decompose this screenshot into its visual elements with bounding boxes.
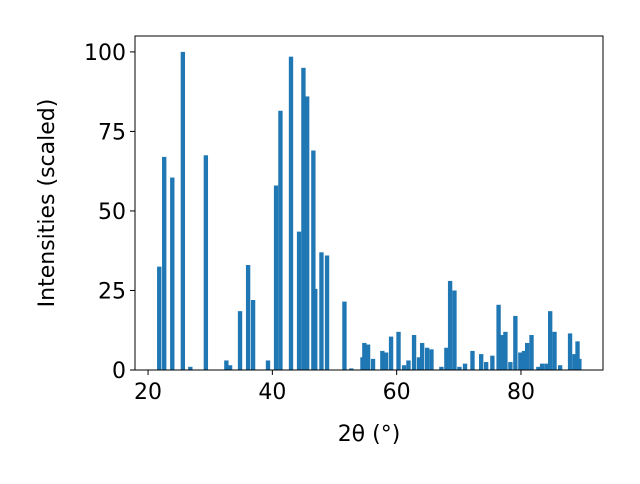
bar: [439, 366, 444, 370]
x-axis-label: 2θ (°): [338, 422, 401, 447]
bar: [496, 304, 501, 370]
bar: [288, 56, 294, 371]
y-tick-label: 100: [84, 41, 126, 66]
bar: [273, 185, 279, 370]
bar: [539, 363, 545, 370]
bar: [245, 265, 251, 370]
bar: [503, 331, 508, 370]
bar: [419, 342, 425, 370]
bar: [388, 336, 394, 370]
bar: [301, 67, 306, 371]
bar: [567, 333, 573, 370]
bar: [575, 341, 580, 370]
bar: [319, 252, 324, 370]
bar: [383, 352, 389, 370]
bar: [237, 311, 243, 370]
y-axis-label: Intensities (scaled): [35, 99, 60, 308]
y-tick-label: 25: [98, 279, 126, 304]
bar: [521, 350, 527, 370]
bar: [457, 366, 462, 370]
bar: [462, 363, 468, 370]
bar: [401, 365, 407, 370]
bar: [518, 352, 523, 370]
bar: [406, 360, 411, 370]
bar: [577, 358, 582, 370]
x-tick-label: 80: [507, 380, 535, 405]
bar: [416, 357, 422, 370]
bar: [227, 365, 233, 370]
y-tick-label: 50: [98, 200, 126, 225]
bar: [552, 331, 557, 370]
bar: [380, 350, 385, 370]
bar: [424, 347, 430, 370]
bar: [188, 366, 193, 370]
bar: [396, 331, 401, 370]
bar: [278, 110, 283, 370]
bar: [203, 155, 209, 370]
bar: [483, 362, 489, 370]
bar: [490, 355, 495, 370]
bar: [342, 301, 347, 370]
bar: [452, 290, 457, 370]
bar: [365, 344, 371, 370]
bar: [324, 255, 330, 370]
x-tick-label: 40: [258, 380, 286, 405]
bar: [304, 96, 310, 370]
bar: [411, 335, 417, 370]
bar: [224, 360, 229, 370]
bar: [470, 350, 475, 370]
bar: [170, 177, 175, 370]
bar: [479, 354, 484, 370]
y-tick-label: 75: [98, 120, 126, 145]
bar: [362, 342, 367, 370]
bar: [311, 150, 316, 370]
x-tick-label: 20: [134, 380, 162, 405]
bar: [536, 366, 541, 370]
y-tick-label: 0: [112, 359, 126, 384]
bar: [444, 347, 449, 370]
bar: [529, 335, 534, 370]
bar: [572, 354, 577, 370]
bar: [370, 358, 376, 370]
bar: [429, 349, 434, 370]
x-tick-label: 60: [383, 380, 411, 405]
bar: [157, 266, 162, 370]
bar: [162, 156, 167, 370]
bar: [447, 280, 453, 370]
bar: [557, 365, 563, 370]
bar: [265, 360, 271, 370]
bar: [349, 368, 354, 370]
bar: [296, 231, 302, 370]
bar: [180, 51, 186, 371]
bar: [313, 288, 318, 370]
plot-frame: [134, 35, 604, 371]
bar: [508, 362, 513, 370]
bar: [525, 342, 530, 370]
bar: [544, 363, 549, 370]
bar: [500, 335, 505, 370]
bar: [250, 300, 256, 370]
bar: [513, 315, 518, 370]
bar: [547, 311, 553, 370]
